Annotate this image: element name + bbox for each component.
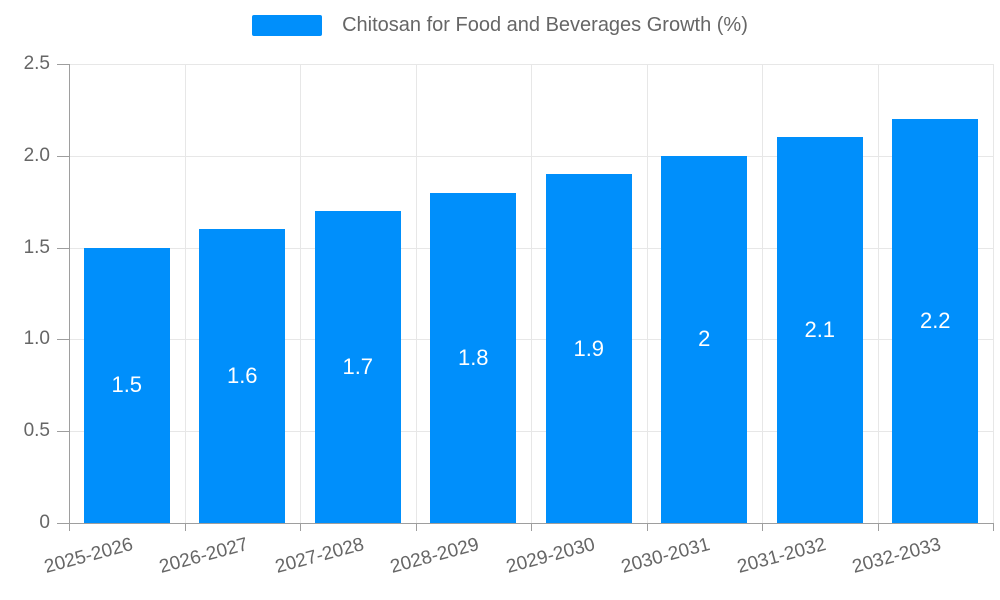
bar[interactable] — [776, 137, 863, 523]
x-gridline — [646, 64, 648, 523]
y-tick-label: 1.5 — [23, 236, 50, 258]
x-category-label: 2032-2033 — [850, 534, 944, 578]
bar[interactable] — [314, 210, 401, 523]
x-tick-mark — [300, 523, 301, 531]
legend-label: Chitosan for Food and Beverages Growth (… — [342, 14, 748, 36]
bar-value-label: 2.2 — [919, 308, 951, 334]
bar[interactable] — [199, 229, 286, 523]
x-gridline — [531, 64, 532, 523]
x-category-label: 2031-2032 — [734, 534, 829, 578]
x-tick-mark — [993, 523, 994, 531]
bar-value-label: 1.9 — [573, 335, 605, 361]
y-tick-mark — [57, 155, 69, 157]
y-tick-mark — [57, 523, 69, 524]
y-tick-label: 0 — [39, 512, 50, 533]
y-tick-mark — [57, 247, 69, 249]
y-tick-mark — [57, 431, 69, 433]
x-gridline — [877, 64, 879, 523]
x-gridline — [300, 64, 301, 523]
bar[interactable] — [83, 247, 170, 523]
x-category-label: 2028-2029 — [388, 534, 482, 578]
x-gridline — [184, 64, 186, 523]
bar-value-label: 1.6 — [226, 363, 258, 389]
bar-value-label: 1.7 — [342, 353, 374, 379]
y-tick-label: 2.5 — [23, 53, 50, 74]
y-tick-mark — [57, 339, 69, 341]
x-tick-mark — [877, 523, 879, 531]
y-tick-label: 0.5 — [23, 420, 50, 442]
y-tick-label: 2.0 — [23, 144, 50, 166]
legend-swatch — [252, 15, 323, 36]
bar-value-label: 2 — [698, 326, 711, 352]
x-category-label: 2030-2031 — [619, 534, 713, 578]
y-tick-label: 1.0 — [23, 328, 50, 350]
bar[interactable] — [661, 155, 748, 523]
x-category-label: 2026-2027 — [157, 534, 251, 578]
x-tick-mark — [184, 523, 186, 531]
x-gridline — [993, 64, 994, 523]
bar[interactable] — [545, 174, 632, 523]
x-tick-mark — [415, 523, 417, 531]
bar-value-label: 2.1 — [804, 317, 836, 343]
x-gridline — [415, 64, 417, 523]
x-category-label: 2025-2026 — [41, 534, 136, 578]
x-category-label: 2029-2030 — [503, 534, 598, 578]
bar[interactable] — [430, 192, 517, 523]
x-gridline — [762, 64, 763, 523]
x-tick-mark — [646, 523, 648, 531]
bar-value-label: 1.8 — [457, 344, 489, 370]
x-category-label: 2027-2028 — [272, 534, 367, 578]
bar[interactable] — [892, 119, 979, 523]
legend[interactable]: Chitosan for Food and Beverages Growth (… — [0, 14, 1000, 37]
y-tick-mark — [57, 64, 69, 65]
bar-value-label: 1.5 — [111, 372, 143, 398]
x-tick-mark — [531, 523, 532, 531]
y-axis-line — [69, 64, 70, 531]
x-axis-line — [69, 523, 993, 524]
x-tick-mark — [762, 523, 763, 531]
